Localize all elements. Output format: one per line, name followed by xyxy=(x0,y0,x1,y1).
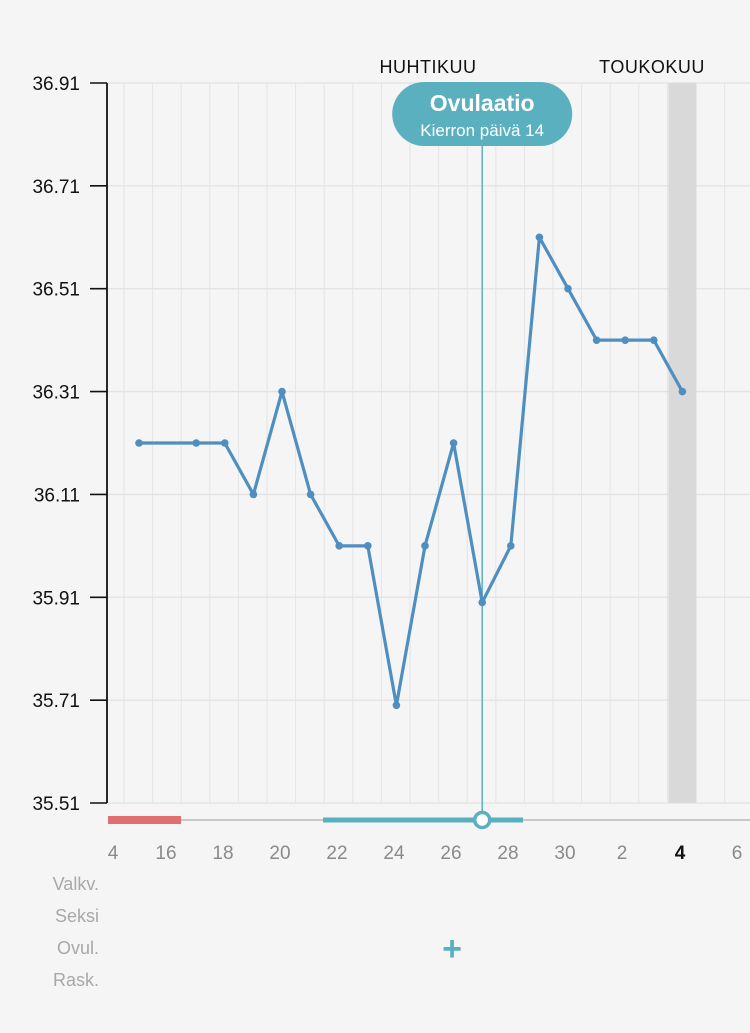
row-label-pregnancy: Rask. xyxy=(53,970,99,990)
y-tick-label: 36.51 xyxy=(32,280,80,301)
ovulation-bubble[interactable]: Ovulaatio Kierron päivä 14 xyxy=(392,82,573,146)
temperature-point[interactable] xyxy=(249,490,258,499)
x-tick-label: 26 xyxy=(440,843,461,864)
temperature-point[interactable] xyxy=(621,336,629,344)
y-axis: 36.91 36.71 36.51 36.31 36.11 35.91 35.71 35.51 xyxy=(32,74,108,815)
temperature-point[interactable] xyxy=(564,284,572,293)
temperature-point[interactable] xyxy=(535,233,544,242)
row-label-ovulation: Ovul. xyxy=(57,938,99,958)
y-tick-label: 35.91 xyxy=(32,588,80,609)
month-label-toukokuu: TOUKOKUU xyxy=(599,57,705,77)
temperature-point[interactable] xyxy=(306,490,315,499)
y-tick-label: 35.71 xyxy=(32,691,80,712)
temperature-point[interactable] xyxy=(135,439,143,447)
x-tick-label: 4 xyxy=(108,843,119,864)
temperature-point[interactable] xyxy=(278,387,286,396)
fertile-window-bar xyxy=(323,817,523,823)
x-tick-label: 2 xyxy=(617,843,628,864)
x-tick-label: 24 xyxy=(383,843,405,864)
temperature-point[interactable] xyxy=(592,336,601,344)
x-tick-label: 22 xyxy=(326,843,347,864)
ovulation-bubble-bg xyxy=(392,82,573,146)
ovulation-marker[interactable] xyxy=(472,810,492,830)
row-label-discharge: Valkv. xyxy=(53,874,99,894)
add-ovulation-button[interactable]: + xyxy=(442,930,462,968)
y-tick-label: 36.11 xyxy=(34,485,80,506)
temperature-point[interactable] xyxy=(650,336,658,344)
temperature-point[interactable] xyxy=(335,542,344,550)
today-highlight xyxy=(668,83,697,803)
horizontal-grid xyxy=(107,82,750,804)
temperature-point[interactable] xyxy=(192,439,200,447)
x-tick-label: 30 xyxy=(554,843,575,864)
row-label-sex: Seksi xyxy=(55,906,99,926)
x-tick-label: 28 xyxy=(497,843,518,864)
x-tick-label: 16 xyxy=(155,843,176,864)
y-tick-label: 36.71 xyxy=(32,177,80,198)
temperature-point[interactable] xyxy=(507,542,515,550)
ovulation-title: Ovulaatio xyxy=(430,90,535,116)
x-tick-label: 18 xyxy=(212,843,233,864)
y-tick-label: 35.51 xyxy=(32,794,80,815)
temperature-point[interactable] xyxy=(421,542,429,550)
temperature-point[interactable] xyxy=(392,701,401,710)
temperature-line xyxy=(137,235,685,707)
x-tick-label-today: 4 xyxy=(675,843,686,864)
month-label-huhtikuu: HUHTIKUU xyxy=(380,57,477,77)
y-tick-label: 36.91 xyxy=(32,74,80,95)
x-tick-label: 20 xyxy=(269,843,290,864)
temperature-point[interactable] xyxy=(221,439,229,447)
temperature-series xyxy=(135,233,687,710)
ovulation-subtitle: Kierron päivä 14 xyxy=(420,121,544,140)
temperature-point[interactable] xyxy=(478,598,487,607)
period-bar xyxy=(108,816,181,824)
temperature-point[interactable] xyxy=(449,439,458,447)
x-axis-labels: 4 16 18 20 22 24 26 28 30 2 4 6 xyxy=(108,843,743,864)
temperature-point[interactable] xyxy=(678,387,687,396)
vertical-grid xyxy=(123,83,726,803)
temperature-point[interactable] xyxy=(364,542,372,550)
y-tick-label: 36.31 xyxy=(32,383,80,404)
x-tick-label: 6 xyxy=(732,843,743,864)
cycle-timeline xyxy=(108,810,750,830)
